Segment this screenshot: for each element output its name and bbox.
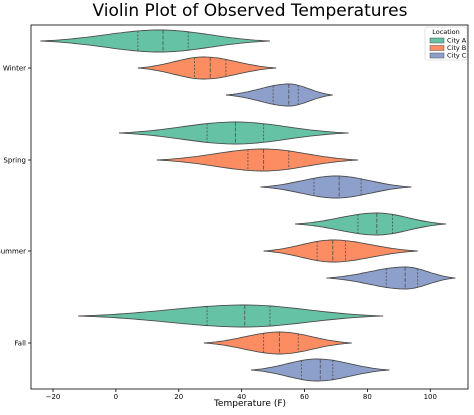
x-tick-label: 60	[300, 393, 309, 401]
violin-city-a-fall	[78, 304, 384, 328]
violin-city-b-winter	[137, 56, 277, 80]
y-tick-label-fall: Fall	[14, 340, 26, 348]
violin-body	[156, 148, 359, 172]
violin-body	[40, 29, 270, 53]
x-tick-label: −20	[46, 393, 61, 401]
violin-city-a-spring	[118, 121, 349, 145]
legend-swatch-city-a	[429, 37, 445, 44]
violin-city-b-fall	[203, 331, 352, 355]
violin-city-c-spring	[260, 175, 412, 199]
violin-city-a-summer	[295, 212, 447, 236]
legend-entry-city-c: City C	[447, 52, 467, 60]
x-tick-label: 80	[363, 393, 372, 401]
x-tick-label: 40	[237, 393, 246, 401]
violin-body	[251, 358, 390, 382]
legend-swatch-city-c	[429, 52, 445, 59]
x-tick-label: 0	[114, 393, 118, 401]
legend-title: Location	[432, 28, 460, 36]
violin-city-c-fall	[251, 358, 390, 382]
violin-body	[137, 56, 277, 80]
violin-body	[326, 266, 456, 290]
plot-frame	[30, 24, 469, 390]
violin-body	[78, 304, 384, 328]
x-axis-label: Temperature (F)	[213, 399, 286, 409]
violin-body	[295, 212, 447, 236]
legend-box	[424, 26, 468, 61]
chart-title: Violin Plot of Observed Temperatures	[93, 1, 408, 21]
y-tick-label-spring: Spring	[3, 157, 26, 165]
violin-city-c-winter	[225, 83, 333, 107]
violin-body	[260, 175, 412, 199]
violin-body	[225, 83, 333, 107]
violin-city-b-spring	[156, 148, 359, 172]
axes-layer: −20 0 20 40 60 80 100 Winter Spring Summer Fall	[0, 65, 437, 402]
legend-swatch-city-b	[429, 45, 445, 51]
legend-entry-city-a: City A	[447, 37, 467, 45]
x-tick-label: 100	[424, 393, 437, 401]
y-tick-label-winter: Winter	[3, 65, 26, 73]
violin-city-b-summer	[263, 239, 418, 263]
violin-city-c-summer	[326, 266, 456, 290]
violin-body	[263, 239, 418, 263]
x-tick-label: 20	[174, 393, 183, 401]
violin-body	[203, 331, 352, 355]
violin-city-a-winter	[40, 29, 270, 53]
y-tick-label-summer: Summer	[0, 248, 26, 256]
violin-layer	[40, 29, 456, 382]
violin-body	[118, 121, 349, 145]
legend-entry-city-b: City B	[447, 44, 466, 52]
